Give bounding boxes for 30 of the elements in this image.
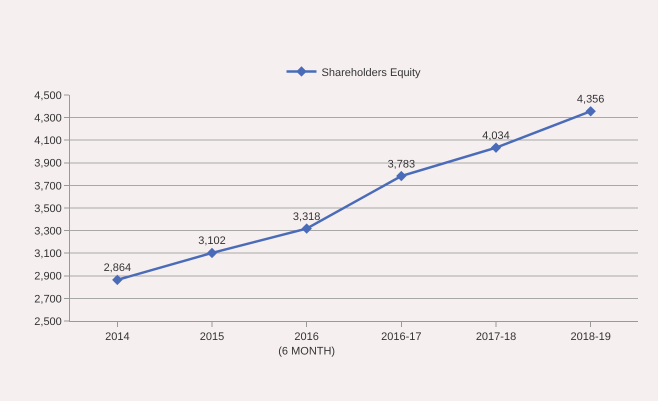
data-label: 4,356 xyxy=(576,94,604,106)
y-tick-label: 4,500 xyxy=(34,90,62,102)
y-tick-label: 4,300 xyxy=(34,112,62,124)
point xyxy=(396,170,407,182)
point xyxy=(585,106,596,116)
y-tick-label: 3,900 xyxy=(34,158,62,170)
legend-label: Shareholders Equity xyxy=(322,66,422,79)
data-label: 2,864 xyxy=(104,262,132,274)
x-tick-label: 2015 xyxy=(200,331,224,344)
y-tick-label: 2,900 xyxy=(34,270,62,283)
x-tick-label: 2018-19 xyxy=(570,331,611,344)
point xyxy=(301,223,312,234)
point xyxy=(490,142,502,153)
data-label: 4,034 xyxy=(482,130,510,142)
point xyxy=(206,248,218,258)
y-tick-label: 3,500 xyxy=(34,202,62,215)
x-tick-label: 2017-18 xyxy=(476,331,516,344)
y-tick-label: 3,100 xyxy=(34,248,62,260)
data-label: 3,318 xyxy=(292,210,320,223)
x-tick-label: 2014 xyxy=(105,331,130,344)
y-tick-label: 4,100 xyxy=(34,135,62,148)
point xyxy=(112,274,123,286)
y-tick-label: 2,700 xyxy=(34,293,62,306)
data-label: 3,102 xyxy=(198,235,226,248)
y-tick-label: 2,500 xyxy=(34,316,62,328)
x-tick-label: 2016 (6 MONTH) xyxy=(278,331,336,358)
x-tick-label: 2016-17 xyxy=(381,331,422,344)
y-tick-label: 3,700 xyxy=(34,180,62,192)
data-label: 3,783 xyxy=(388,158,416,170)
y-tick-label: 3,300 xyxy=(34,225,62,238)
